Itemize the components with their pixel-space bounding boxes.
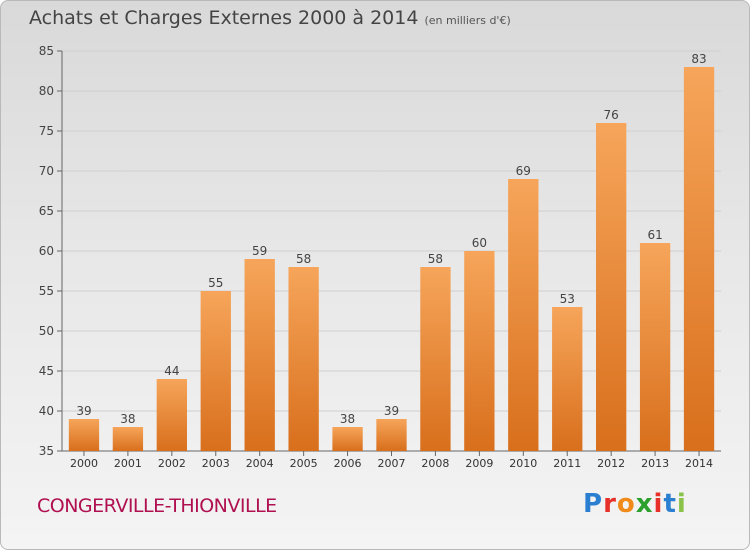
bars [68,67,715,451]
data-label: 59 [252,244,267,258]
bar-2001 [112,427,144,451]
logo-letter: o [616,489,636,519]
bar-2013 [639,243,671,451]
x-tick-label: 2008 [421,457,449,470]
data-label: 39 [384,404,399,418]
data-label: 58 [428,252,443,266]
x-tick-label: 2002 [158,457,186,470]
logo-letter: P [583,489,604,519]
chart-unit: (en milliers d'€) [424,14,511,27]
y-tick-label: 65 [39,204,54,218]
x-tick-label: 2011 [553,457,581,470]
y-tick-label: 75 [39,124,54,138]
x-tick-label: 2014 [685,457,713,470]
data-label: 61 [647,228,662,242]
data-label: 39 [76,404,91,418]
x-tick-label: 2003 [202,457,230,470]
bar-2006 [332,427,363,451]
y-tick-label: 55 [39,284,54,298]
bar-2010 [508,179,539,451]
y-tick-label: 40 [39,404,54,418]
bar-2014 [683,67,715,451]
data-label: 44 [164,364,179,378]
data-label: 58 [296,252,311,266]
y-tick-label: 50 [39,324,54,338]
data-label: 55 [208,276,223,290]
data-label: 38 [120,412,135,426]
bar-2003 [200,291,231,451]
chart-title-text: Achats et Charges Externes 2000 à 2014 [29,7,419,29]
logo-letter: t [663,489,677,519]
x-tick-label: 2006 [334,457,362,470]
data-label: 83 [691,52,706,66]
y-tick-label: 45 [39,364,54,378]
x-tick-label: 2001 [114,457,142,470]
x-tick-label: 2013 [641,457,669,470]
bar-2009 [464,251,495,451]
proxiti-logo: Proxiti [583,489,687,519]
logo-letter: i [676,489,687,519]
x-tick-label: 2007 [378,457,406,470]
labels: 35 40 45 50 55 60 65 70 75 80 85 2000 39 2001 38 2002 44… [39,44,713,470]
x-tick-label: 2005 [290,457,318,470]
bar-2008 [420,267,451,451]
bar-2000 [68,419,100,451]
logo-letter: i [653,489,664,519]
y-tick-label: 85 [39,44,54,58]
x-tick-label: 2010 [509,457,537,470]
x-tick-label: 2012 [597,457,625,470]
data-label: 53 [560,292,575,306]
logo-letter: x [635,489,654,519]
place-name: CONGERVILLE-THIONVILLE [37,495,277,517]
x-tick-label: 2004 [246,457,274,470]
bar-2005 [288,267,319,451]
x-tick-label: 2000 [70,457,98,470]
bar-2004 [244,259,275,451]
data-label: 69 [516,164,531,178]
bar-2011 [552,307,583,451]
y-tick-label: 35 [39,444,54,458]
bar-2002 [156,379,187,451]
chart-title: Achats et Charges Externes 2000 à 2014 (e… [29,7,511,29]
logo-letter: r [603,489,617,519]
y-tick-label: 60 [39,244,54,258]
data-label: 76 [604,108,619,122]
y-tick-label: 70 [39,164,54,178]
bar-2012 [596,123,627,451]
x-tick-label: 2009 [465,457,493,470]
y-tick-label: 80 [39,84,54,98]
data-label: 60 [472,236,487,250]
bar-2007 [376,419,407,451]
data-label: 38 [340,412,355,426]
